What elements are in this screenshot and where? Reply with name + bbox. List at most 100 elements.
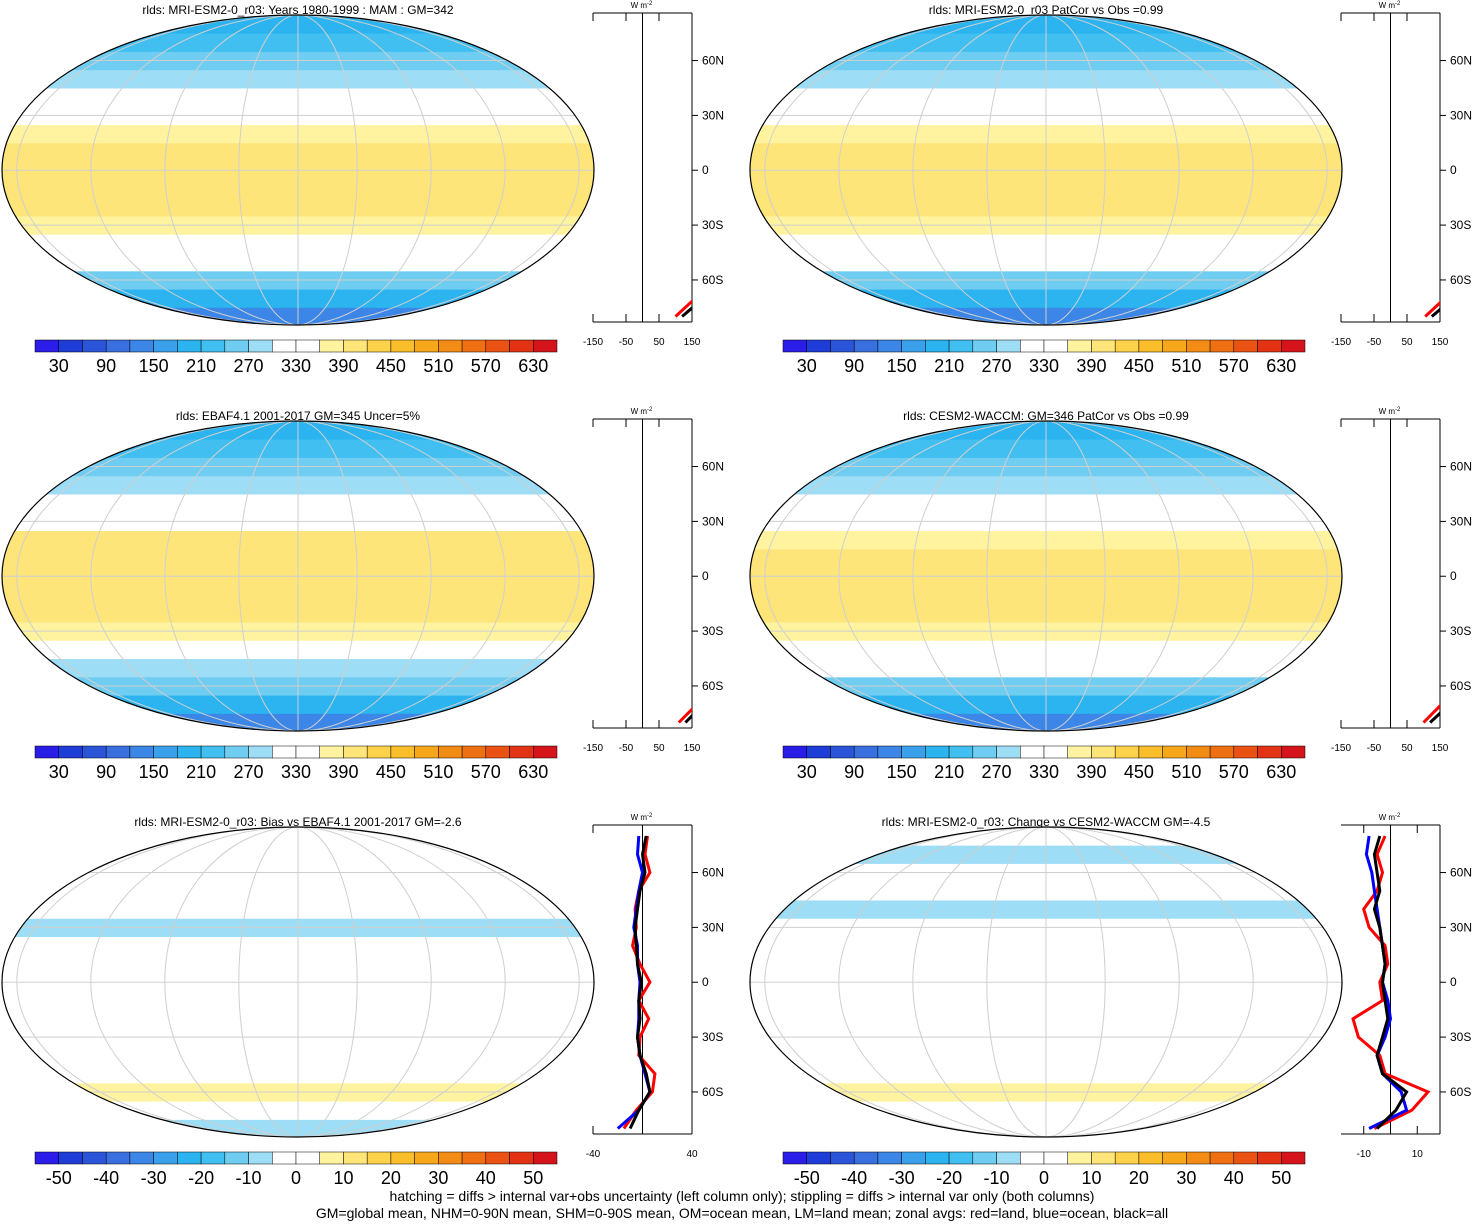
panel: rlds: MRI-ESM2-0_r03: Bias vs EBAF4.1 20… (2, 813, 724, 1188)
colorbar-label: 30 (428, 1168, 448, 1188)
colorbar-box (106, 340, 130, 352)
colorbar-label: 150 (887, 762, 917, 782)
colorbar-box (1139, 1152, 1163, 1164)
colorbar-box (510, 746, 534, 758)
colorbar-label: 510 (423, 762, 453, 782)
colorbar-label: 570 (1219, 356, 1249, 376)
footer-line: GM=global mean, NHM=0-90N mean, SHM=0-90… (316, 1205, 1168, 1221)
y-tick-label: 30N (1450, 920, 1472, 934)
y-tick-label: 60S (1450, 679, 1471, 693)
colorbar-box (82, 340, 106, 352)
unit: W m (1379, 407, 1396, 416)
colorbar-box (415, 340, 439, 352)
colorbar-box (82, 746, 106, 758)
colorbar-box (1210, 340, 1234, 352)
colorbar-box (807, 1152, 831, 1164)
unit: W m (631, 407, 648, 416)
colorbar-box (1139, 746, 1163, 758)
x-tick-label: -150 (1331, 337, 1351, 348)
colorbar-label: 270 (982, 356, 1012, 376)
colorbar-box (1234, 1152, 1258, 1164)
x-tick-label: 50 (1401, 743, 1413, 754)
colorbar-box (902, 340, 926, 352)
unit-exponent: -2 (647, 407, 653, 413)
unit-exponent: -2 (1395, 1, 1401, 7)
colorbar-box (807, 340, 831, 352)
colorbar-box (296, 1152, 320, 1164)
colorbar-box (486, 746, 510, 758)
colorbar-box (438, 1152, 462, 1164)
colorbar-label: 210 (934, 356, 964, 376)
colorbar-box (1210, 1152, 1234, 1164)
x-tick-label: 50 (653, 337, 665, 348)
y-tick-label: 0 (1450, 163, 1457, 177)
colorbar-box (391, 1152, 415, 1164)
colorbar-box (1068, 746, 1092, 758)
colorbar-label: 510 (423, 356, 453, 376)
colorbar-label: 390 (1076, 356, 1106, 376)
colorbar-label: 630 (1266, 762, 1296, 782)
colorbar-label: 20 (1129, 1168, 1149, 1188)
unit-exponent: -2 (647, 1, 653, 7)
panel: rlds: MRI-ESM2-0_r03 PatCor vs Obs =0.99… (750, 1, 1483, 376)
colorbar-label: 10 (333, 1168, 353, 1188)
colorbar-box (783, 1152, 807, 1164)
colorbar-box (1115, 1152, 1139, 1164)
colorbar-box (949, 746, 973, 758)
colorbar-box (878, 340, 902, 352)
colorbar-box (830, 340, 854, 352)
y-tick-label: 30N (702, 108, 724, 122)
footer-line: hatching = diffs > internal var+obs unce… (390, 1188, 1095, 1204)
colorbar-box (902, 746, 926, 758)
colorbar-box (154, 340, 178, 352)
colorbar-box (249, 1152, 273, 1164)
map (750, 15, 1342, 326)
unit: W m (1379, 813, 1396, 822)
colorbar-box (1234, 340, 1258, 352)
map (2, 421, 594, 732)
colorbar-box (830, 1152, 854, 1164)
panel: rlds: CESM2-WACCM: GM=346 PatCor vs Obs … (750, 407, 1483, 782)
colorbar-label: 570 (471, 762, 501, 782)
y-tick-label: 0 (1450, 569, 1457, 583)
colorbar-box (1186, 746, 1210, 758)
x-tick-label: 10 (1412, 1149, 1424, 1160)
map (2, 15, 594, 326)
colorbar-box (830, 746, 854, 758)
colorbar-box (1210, 746, 1234, 758)
colorbar-box (438, 340, 462, 352)
x-tick-label: -50 (1367, 743, 1382, 754)
y-tick-label: 30S (1450, 624, 1471, 638)
x-tick-label: -150 (1331, 743, 1351, 754)
colorbar-box (320, 746, 344, 758)
unit-exponent: -2 (1395, 407, 1401, 413)
colorbar-label: 210 (186, 356, 216, 376)
unit-label: W m-2 (631, 1, 653, 10)
colorbar-label: 0 (1039, 1168, 1049, 1188)
colorbar-label: 50 (523, 1168, 543, 1188)
y-tick-label: 0 (1450, 975, 1457, 989)
colorbar-box (106, 746, 130, 758)
colorbar-label: -10 (984, 1168, 1010, 1188)
unit-label: W m-2 (631, 407, 653, 416)
colorbar-label: 450 (1124, 762, 1154, 782)
y-tick-label: 30N (1450, 108, 1472, 122)
colorbar-box (272, 340, 296, 352)
colorbar-label: 150 (139, 762, 169, 782)
colorbar-box (1091, 1152, 1115, 1164)
colorbar-box (997, 1152, 1021, 1164)
colorbar-label: 90 (844, 356, 864, 376)
colorbar-box (35, 1152, 59, 1164)
colorbar-label: 270 (982, 762, 1012, 782)
colorbar-box (1115, 340, 1139, 352)
x-tick-label: -150 (583, 743, 603, 754)
colorbar-box (925, 1152, 949, 1164)
colorbar-label: 90 (96, 762, 116, 782)
colorbar-box (1258, 1152, 1282, 1164)
y-tick-label: 30S (1450, 1030, 1471, 1044)
y-tick-label: 0 (702, 975, 709, 989)
colorbar-label: 390 (328, 356, 358, 376)
colorbar-box (973, 1152, 997, 1164)
x-tick-label: 150 (1432, 337, 1449, 348)
colorbar-box (154, 746, 178, 758)
